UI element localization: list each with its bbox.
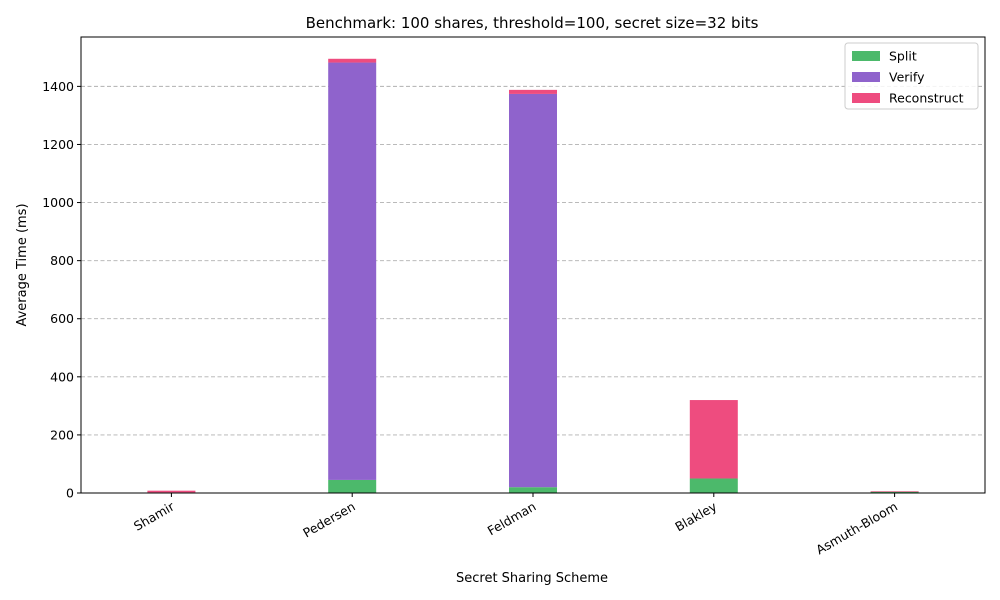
legend-label-split: Split bbox=[889, 49, 917, 64]
bar-reconstruct-shamir bbox=[147, 490, 196, 493]
y-tick-label: 800 bbox=[50, 253, 74, 268]
y-tick-label: 1400 bbox=[42, 79, 74, 94]
tick-labels: 0 200 400 600 800 1000 1200 1400 Shamir Pedersen F… bbox=[42, 79, 900, 558]
bar-reconstruct-blakley bbox=[689, 400, 738, 479]
x-axis-label: Secret Sharing Scheme bbox=[456, 571, 608, 586]
bar-verify-pedersen bbox=[328, 62, 377, 480]
y-tick-label: 0 bbox=[66, 486, 74, 501]
y-tick-label: 400 bbox=[50, 369, 74, 384]
y-axis-label: Average Time (ms) bbox=[15, 203, 30, 326]
legend-label-verify: Verify bbox=[889, 70, 925, 85]
legend-swatch-reconstruct bbox=[852, 93, 880, 103]
x-tick-label: Pedersen bbox=[300, 499, 357, 541]
bar-split-asmuth-bloom bbox=[870, 491, 919, 493]
y-tick-label: 1000 bbox=[42, 195, 74, 210]
legend: Split Verify Reconstruct bbox=[844, 42, 979, 110]
y-tick-label: 1200 bbox=[42, 137, 74, 152]
axes bbox=[77, 36, 986, 497]
bar-split-feldman bbox=[509, 487, 557, 493]
x-tick-label: Shamir bbox=[131, 498, 178, 534]
x-tick-label: Asmuth-Bloom bbox=[813, 499, 900, 558]
bar-reconstruct-asmuth-bloom bbox=[870, 491, 919, 492]
legend-swatch-split bbox=[852, 51, 880, 61]
y-tick-label: 200 bbox=[50, 427, 74, 442]
x-tick-label: Blakley bbox=[672, 498, 719, 534]
legend-label-reconstruct: Reconstruct bbox=[889, 91, 964, 106]
x-tick-label: Feldman bbox=[485, 499, 539, 539]
bars bbox=[147, 58, 919, 494]
legend-swatch-verify bbox=[852, 72, 880, 82]
bar-reconstruct-feldman bbox=[509, 89, 557, 94]
plot-frame bbox=[80, 36, 986, 494]
bar-split-pedersen bbox=[328, 479, 377, 493]
chart-title: Benchmark: 100 shares, threshold=100, se… bbox=[306, 14, 759, 32]
bar-split-blakley bbox=[689, 478, 738, 493]
y-tick-label: 600 bbox=[50, 311, 74, 326]
bar-verify-feldman bbox=[509, 93, 557, 488]
bar-reconstruct-pedersen bbox=[328, 58, 377, 63]
